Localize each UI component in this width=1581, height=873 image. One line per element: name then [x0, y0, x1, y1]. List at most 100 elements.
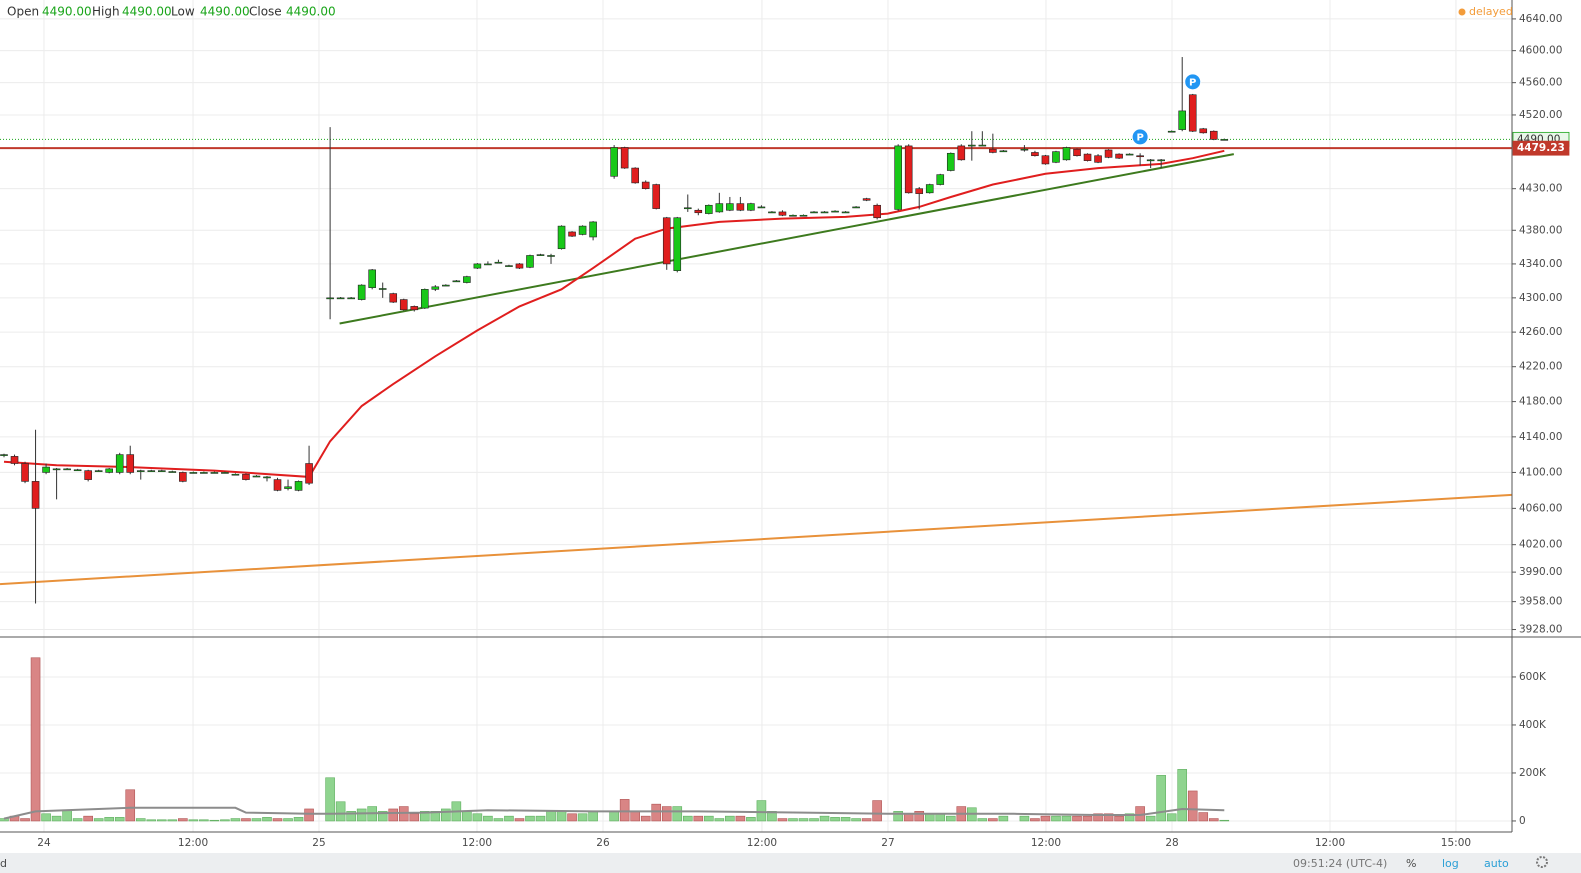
candle-body	[768, 211, 776, 214]
volume-bar	[1124, 813, 1135, 822]
volume-tick-label: 200K	[1519, 767, 1547, 779]
volume-bar	[914, 811, 925, 822]
volume-bar	[577, 813, 588, 822]
volume-bar	[945, 815, 956, 822]
candle-body	[757, 206, 766, 209]
moving-average-line	[3, 149, 1225, 478]
volume-bar	[146, 819, 157, 822]
status-left: d	[0, 857, 7, 870]
volume-bar	[977, 818, 988, 822]
volume-bar	[998, 815, 1009, 822]
volume-bar	[283, 818, 293, 822]
candle-body	[389, 293, 398, 303]
volume-bar	[188, 819, 199, 822]
x-tick-label: 15:00	[1441, 837, 1471, 849]
settings-icon[interactable]	[1536, 856, 1548, 868]
volume-bar	[1030, 818, 1040, 822]
open-label: Open	[7, 5, 39, 19]
y-tick-label: 4220.00	[1519, 361, 1562, 373]
volume-bar	[672, 806, 683, 822]
candle-body	[157, 470, 166, 472]
candle-body	[147, 470, 156, 472]
candle-body	[42, 466, 50, 473]
volume-bar	[725, 815, 735, 822]
percent-toggle[interactable]: %	[1406, 857, 1416, 870]
candle-body	[915, 188, 924, 194]
candle-body	[136, 470, 145, 472]
candle-body	[52, 468, 61, 471]
volume-bar	[167, 819, 178, 822]
volume-bar	[419, 811, 430, 822]
candle-body	[410, 306, 419, 311]
volume-bar	[483, 815, 493, 822]
x-tick-label: 27	[881, 837, 894, 849]
candle-body	[357, 284, 366, 300]
volume-bar	[304, 808, 314, 822]
volume-bar	[819, 815, 830, 822]
volume-bar	[241, 818, 251, 822]
x-tick-label: 12:00	[1031, 837, 1061, 849]
volume-bar	[178, 818, 188, 822]
candle-body	[442, 284, 450, 287]
candle-body	[231, 473, 240, 476]
volume-bar	[1219, 819, 1230, 822]
candle-body	[10, 456, 19, 464]
volume-bar	[567, 813, 577, 822]
volume-bar	[704, 815, 714, 822]
log-toggle[interactable]: log	[1442, 857, 1459, 870]
y-tick-label: 4180.00	[1519, 396, 1562, 408]
clock[interactable]: 09:51:24 (UTC-4)	[1293, 857, 1387, 870]
volume-bar	[640, 815, 651, 822]
event-marker-label: P	[1136, 132, 1143, 143]
candle-body	[399, 299, 408, 311]
plot: PP	[0, 57, 1513, 822]
volume-bar	[1072, 815, 1082, 822]
volume-bar	[619, 799, 630, 822]
candle-body	[484, 263, 492, 266]
candle-body	[747, 203, 755, 211]
candle-body	[210, 472, 219, 474]
y-tick-label: 4100.00	[1519, 466, 1562, 478]
candle-body	[221, 472, 229, 474]
candle-body	[662, 217, 671, 265]
y-tick-label: 4600.00	[1519, 45, 1562, 57]
candle-body	[347, 297, 355, 300]
candle-body	[873, 204, 881, 219]
candle-body	[683, 207, 692, 210]
volume-bar	[1040, 815, 1051, 822]
candle-body	[894, 145, 902, 210]
candle-body	[536, 254, 545, 256]
candle-body	[21, 463, 29, 482]
candle-body	[452, 280, 461, 283]
volume-bar	[1082, 815, 1093, 822]
candle-body	[1115, 153, 1123, 159]
volume-bar	[893, 811, 903, 822]
volume-bar	[840, 817, 851, 822]
y-tick-label: 4260.00	[1519, 326, 1562, 338]
candle-body	[1125, 153, 1134, 156]
volume-bar	[409, 813, 420, 822]
volume-bar	[525, 815, 535, 822]
volume-bar	[209, 819, 220, 822]
volume-bar	[220, 819, 230, 822]
candle-body	[715, 203, 724, 213]
volume-bar	[1187, 790, 1198, 822]
candle-body	[1073, 148, 1081, 157]
volume-bar	[493, 818, 504, 822]
auto-toggle[interactable]: auto	[1484, 857, 1509, 870]
candle-body	[1167, 130, 1176, 133]
candle-body	[957, 145, 966, 161]
candle-body	[568, 231, 576, 237]
candle-body	[557, 225, 566, 250]
candle-body	[1136, 155, 1144, 158]
candle-body	[978, 144, 987, 147]
y-tick-label: 3990.00	[1519, 566, 1562, 578]
candle-body	[589, 221, 597, 238]
delayed-dot	[1458, 8, 1466, 16]
volume-bar	[356, 808, 367, 822]
y-tick-label: 4020.00	[1519, 539, 1562, 551]
volume-bar	[1061, 815, 1072, 822]
candle-body	[652, 184, 661, 209]
candle-body	[694, 209, 703, 214]
candle-body	[1104, 149, 1113, 158]
